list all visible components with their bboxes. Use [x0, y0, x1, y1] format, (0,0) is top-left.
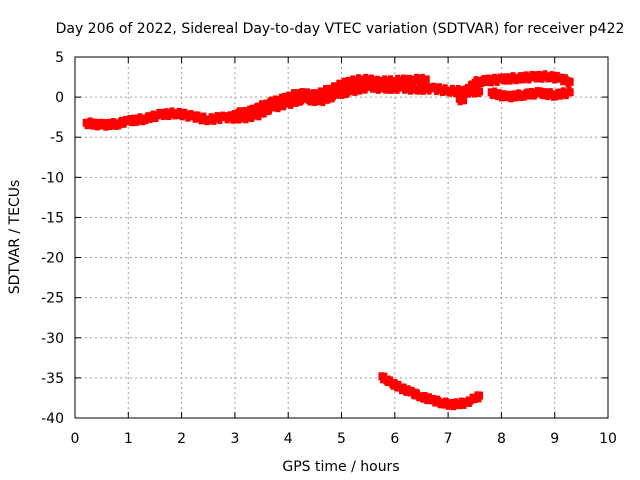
x-tick-label: 1	[124, 431, 133, 447]
series-2	[231, 73, 430, 120]
series-6	[378, 372, 484, 411]
y-tick-label: -35	[41, 371, 64, 387]
x-tick-label: 10	[599, 431, 617, 447]
y-tick-label: -10	[41, 170, 64, 186]
plot-area	[82, 70, 574, 411]
x-tick-label: 5	[337, 431, 346, 447]
series-1	[82, 81, 484, 131]
y-tick-label: -40	[41, 411, 64, 427]
series-4	[487, 86, 574, 103]
x-tick-label: 7	[444, 431, 453, 447]
y-tick-label: 0	[55, 90, 64, 106]
data-point	[477, 391, 484, 400]
chart-title: Day 206 of 2022, Sidereal Day-to-day VTE…	[56, 21, 625, 37]
series-3	[461, 70, 574, 99]
y-axis-label: SDTVAR / TECUs	[7, 180, 23, 295]
x-axis-label: GPS time / hours	[282, 459, 399, 475]
data-point	[461, 96, 468, 105]
y-tick-label: -25	[41, 291, 64, 307]
y-tick-label: -5	[50, 130, 64, 146]
x-tick-label: 9	[550, 431, 559, 447]
y-tick-label: -20	[41, 251, 64, 267]
x-tick-label: 0	[71, 431, 80, 447]
data-point	[567, 88, 574, 97]
trace-mark	[466, 85, 472, 94]
x-tick-label: 6	[390, 431, 399, 447]
x-tick-label: 2	[177, 431, 186, 447]
series-5	[455, 93, 468, 106]
data-point	[423, 75, 430, 84]
axis-ticks: 0 1 2 3 4 5 6 7 8 9 10 5 0 -5 -10 -15 -20 -25 -30 -35 -40	[41, 50, 617, 447]
y-tick-label: 5	[55, 50, 64, 66]
y-tick-label: -30	[41, 331, 64, 347]
x-tick-label: 3	[230, 431, 239, 447]
y-tick-label: -15	[41, 210, 64, 226]
data-point	[477, 87, 484, 96]
x-tick-label: 4	[284, 431, 293, 447]
x-tick-label: 8	[497, 431, 506, 447]
data-point	[567, 77, 574, 86]
